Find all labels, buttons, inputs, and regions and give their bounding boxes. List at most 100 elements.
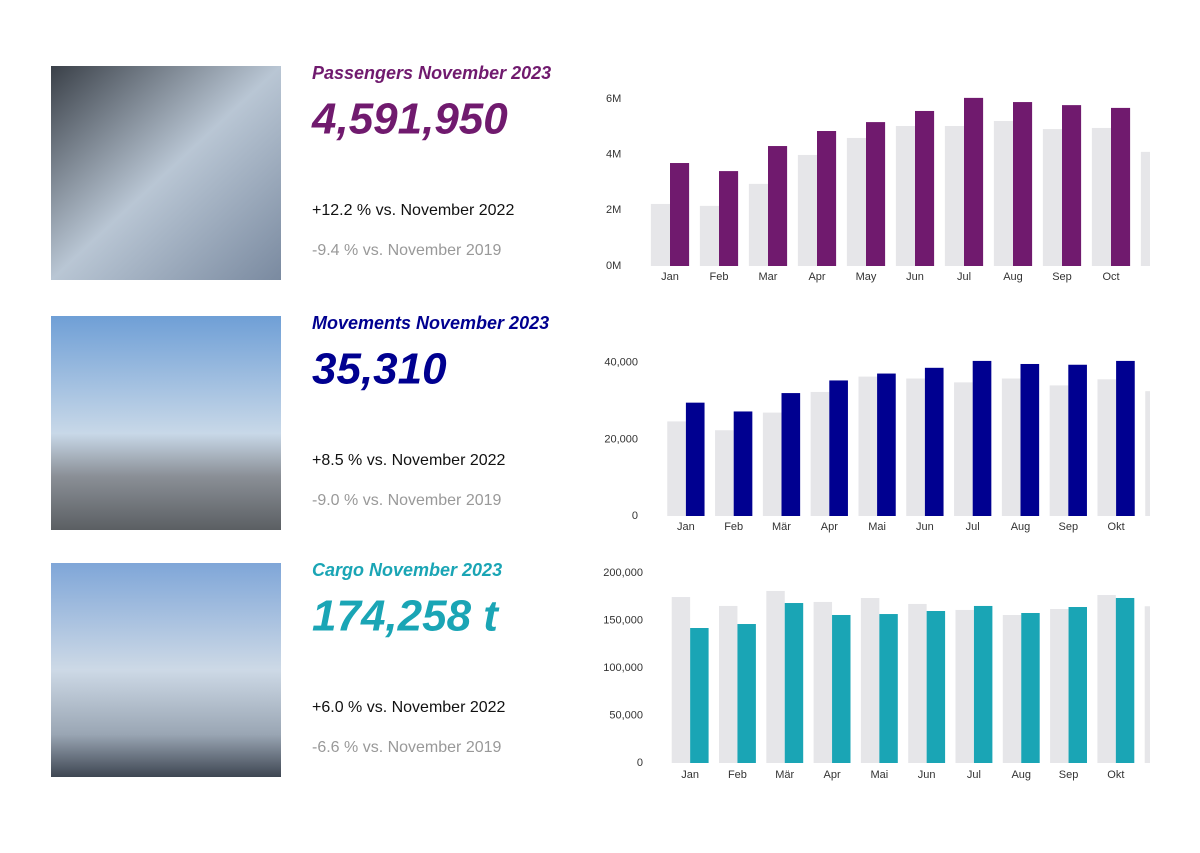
- y-tick-label: 20,000: [604, 433, 638, 445]
- x-tick-label: Apr: [823, 769, 840, 781]
- bar: [813, 601, 833, 763]
- bar: [719, 171, 739, 266]
- bar: [650, 203, 670, 266]
- bar: [924, 367, 944, 516]
- x-tick-label: Apr: [821, 521, 838, 533]
- bar: [1001, 378, 1021, 516]
- x-tick-label: Jun: [916, 521, 934, 533]
- bar: [733, 411, 753, 516]
- x-tick-label: Aug: [1011, 769, 1031, 781]
- bar: [1042, 129, 1062, 266]
- bar: [1062, 105, 1082, 266]
- bar: [797, 154, 817, 266]
- kpi-value: 35,310: [312, 345, 447, 394]
- section-title: Cargo November 2023: [312, 560, 502, 580]
- bar: [685, 402, 705, 516]
- y-tick-label: 0M: [606, 260, 621, 272]
- bar: [972, 360, 992, 516]
- bar: [955, 609, 974, 763]
- x-tick-label: Jun: [906, 271, 924, 283]
- bar: [762, 412, 782, 516]
- y-tick-label: 40,000: [604, 357, 638, 369]
- x-tick-label: Aug: [1011, 521, 1031, 533]
- bar: [719, 605, 738, 763]
- bar: [1091, 127, 1111, 267]
- section-title: Passengers November 2023: [312, 63, 551, 83]
- plot: [650, 97, 1150, 267]
- bar: [915, 110, 935, 267]
- y-tick-label: 50,000: [609, 709, 643, 721]
- bar: [1140, 151, 1150, 266]
- bar: [832, 614, 851, 763]
- bar: [1013, 102, 1033, 266]
- comparison: +6.0 % vs. November 2022: [312, 699, 506, 716]
- x-tick-label: Mai: [868, 521, 886, 533]
- x-tick-label: May: [856, 271, 877, 283]
- x-tick-label: Jul: [967, 769, 981, 781]
- x-tick-label: Jan: [677, 521, 695, 533]
- comparison: +12.2 % vs. November 2022: [312, 202, 514, 219]
- bar: [810, 391, 830, 516]
- bar: [877, 373, 896, 516]
- bar: [895, 125, 915, 266]
- bar: [1020, 363, 1040, 516]
- x-tick-label: Jan: [681, 769, 699, 781]
- y-tick-label: 0: [632, 510, 638, 522]
- bar: [699, 205, 719, 266]
- bar: [1115, 597, 1135, 763]
- kpi-value: 174,258 t: [312, 592, 500, 641]
- bar: [964, 97, 984, 267]
- bar: [1111, 107, 1131, 266]
- bar: [690, 628, 709, 763]
- x-tick-label: Apr: [808, 271, 825, 283]
- bar: [781, 393, 801, 516]
- bar: [1145, 391, 1150, 516]
- bar: [748, 183, 768, 266]
- bar: [1097, 595, 1116, 763]
- bar: [879, 614, 898, 763]
- x-tick-label: Jan: [661, 271, 679, 283]
- x-tick-label: Sep: [1052, 271, 1072, 283]
- bar: [846, 137, 866, 266]
- bar: [860, 597, 880, 763]
- bar: [766, 590, 785, 763]
- bar: [1050, 609, 1069, 763]
- bar: [866, 122, 886, 266]
- x-tick-label: Jun: [918, 769, 936, 781]
- bar: [817, 131, 837, 266]
- bar: [1002, 614, 1022, 763]
- comparison: -6.6 % vs. November 2019: [312, 739, 502, 756]
- x-tick-label: Sep: [1059, 769, 1079, 781]
- bar: [1116, 360, 1135, 516]
- bar: [1097, 379, 1117, 516]
- bar: [1068, 607, 1087, 763]
- comparison: +8.5 % vs. November 2022: [312, 452, 506, 469]
- bar: [858, 376, 878, 516]
- x-tick-label: Jul: [966, 521, 980, 533]
- bar: [993, 120, 1013, 266]
- x-tick-label: Sep: [1059, 521, 1079, 533]
- bar: [1049, 385, 1069, 516]
- photo: [51, 316, 281, 530]
- y-tick-label: 100,000: [603, 662, 643, 674]
- x-tick-label: Okt: [1108, 521, 1125, 533]
- bar: [667, 421, 686, 516]
- x-tick-label: Mar: [759, 271, 778, 283]
- x-tick-label: Feb: [728, 769, 747, 781]
- section-title: Movements November 2023: [312, 313, 549, 333]
- y-tick-label: 4M: [606, 149, 621, 161]
- y-tick-label: 200,000: [603, 567, 643, 579]
- plot: [671, 590, 1150, 763]
- photo: [51, 66, 281, 280]
- x-tick-label: Jul: [957, 271, 971, 283]
- bar: [1021, 612, 1040, 763]
- x-tick-label: Oct: [1102, 271, 1119, 283]
- bar: [829, 380, 848, 516]
- x-tick-label: Feb: [710, 271, 729, 283]
- x-tick-label: Feb: [724, 521, 743, 533]
- bar: [926, 611, 946, 763]
- bar: [973, 605, 993, 763]
- bar: [670, 163, 690, 266]
